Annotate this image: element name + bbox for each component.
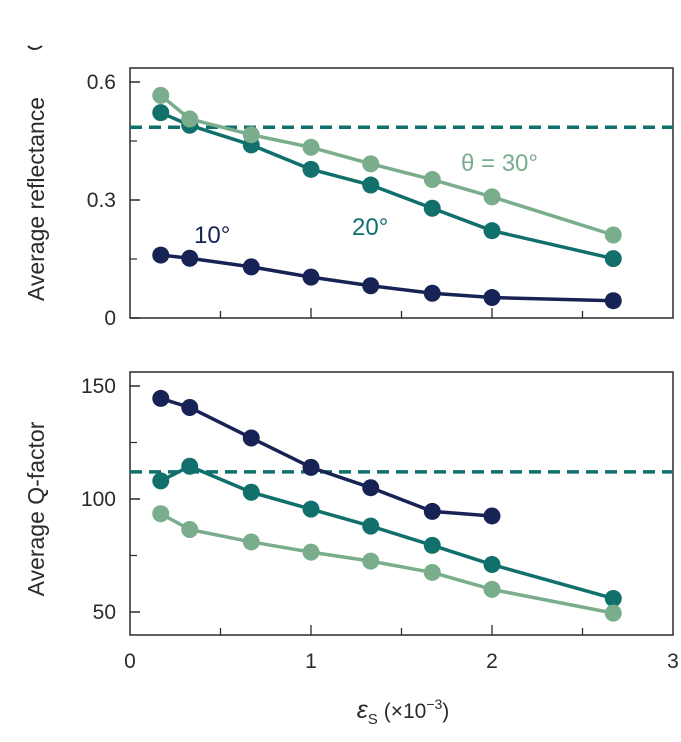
reflectance-point-20: [302, 160, 320, 178]
q-factor-point-20: [604, 589, 622, 607]
q-factor-series-line-10: [160, 396, 493, 518]
reflectance-point-20: [362, 176, 380, 194]
reflectance-point-20: [604, 250, 622, 268]
reflectance-plot-frame: [129, 67, 674, 319]
x-tick-label: 1: [305, 650, 317, 673]
reflectance-point-10: [181, 249, 199, 267]
reflectance-point-10: [362, 277, 380, 295]
reflectance-point-10: [242, 258, 260, 276]
reflectance-point-30: [242, 126, 260, 144]
q-factor-y-tick-label: 100: [81, 488, 116, 511]
reflectance-point-30: [302, 138, 320, 156]
q-factor-plot-frame: [129, 371, 674, 636]
q-factor-point-20: [362, 517, 380, 535]
q-factor-y-tick-label: 150: [81, 375, 116, 398]
x-tick-label: 3: [667, 650, 679, 673]
reflectance-point-30: [181, 110, 199, 128]
q-factor-point-30: [152, 505, 170, 523]
q-factor-panel: 50 100 150 0 1 2 3 Average Q-factor: [23, 371, 679, 673]
reflectance-point-30: [362, 155, 380, 173]
reflectance-series: [152, 86, 622, 310]
cropped-label-fragment: [27, 45, 43, 50]
q-factor-series: [152, 389, 622, 622]
label-30-deg: θ = 30°: [461, 150, 538, 177]
q-factor-point-10: [242, 429, 260, 447]
q-factor-point-10: [302, 458, 320, 476]
reflectance-y-tick-label: 0: [104, 307, 116, 330]
reflectance-panel: 0 0.3 0.6 Average reflectance 10° 20° θ = …: [23, 67, 674, 330]
q-factor-point-20: [423, 536, 441, 554]
x-axis-symbol: ε: [357, 696, 369, 724]
x-tick-label: 0: [124, 650, 136, 673]
q-factor-point-30: [362, 552, 380, 570]
q-factor-point-20: [242, 483, 260, 501]
reflectance-y-ticks: 0 0.3 0.6: [87, 71, 140, 330]
reflectance-y-axis-title: Average reflectance: [23, 97, 49, 301]
reflectance-point-30: [604, 226, 622, 244]
q-factor-point-30: [423, 563, 441, 581]
reflectance-point-20: [483, 222, 501, 240]
q-factor-point-20: [483, 556, 501, 574]
x-axis-units-close: ): [442, 700, 449, 723]
reflectance-series-line-20: [160, 111, 614, 261]
x-axis-units: (×10: [384, 700, 427, 723]
x-tick-label: 2: [486, 650, 498, 673]
reflectance-point-30: [152, 86, 170, 104]
reflectance-point-10: [302, 268, 320, 286]
reflectance-point-10: [152, 246, 170, 264]
q-factor-point-30: [302, 543, 320, 561]
x-axis-exponent: −3: [426, 696, 442, 712]
q-factor-point-20: [152, 472, 170, 490]
reflectance-series-line-10: [160, 253, 614, 303]
q-factor-point-20: [302, 500, 320, 518]
q-factor-x-ticks: 0 1 2 3: [124, 625, 679, 673]
reflectance-x-ticks: [219, 308, 584, 318]
q-factor-y-ticks: 50 100 150: [81, 375, 140, 624]
q-factor-point-30: [483, 580, 501, 598]
q-factor-series-line-30: [159, 512, 614, 615]
label-20-deg: 20°: [352, 214, 388, 241]
x-axis-title: εS (×10−3): [357, 696, 450, 728]
reflectance-point-10: [483, 289, 501, 307]
q-factor-point-30: [242, 533, 260, 551]
reflectance-point-30: [423, 171, 441, 189]
q-factor-point-10: [152, 389, 170, 407]
q-factor-point-20: [181, 457, 199, 475]
reflectance-point-20: [423, 199, 441, 217]
q-factor-y-axis-title: Average Q-factor: [23, 421, 49, 596]
reflectance-series-line-30: [159, 94, 614, 237]
label-10-deg: 10°: [194, 222, 230, 249]
q-factor-series-line-20: [159, 464, 614, 601]
reflectance-point-10: [604, 292, 622, 310]
q-factor-y-tick-label: 50: [93, 601, 116, 624]
q-factor-point-10: [181, 398, 199, 416]
q-factor-point-10: [423, 502, 441, 520]
reflectance-point-30: [483, 188, 501, 206]
q-factor-point-30: [181, 521, 199, 539]
reflectance-y-tick-label: 0.3: [87, 189, 116, 212]
q-factor-point-10: [483, 507, 501, 525]
q-factor-point-10: [362, 479, 380, 497]
q-factor-point-30: [604, 604, 622, 622]
reflectance-point-10: [423, 284, 441, 302]
x-axis-subscript: S: [368, 711, 378, 728]
reflectance-y-tick-label: 0.6: [87, 71, 116, 94]
reflectance-point-20: [152, 104, 170, 122]
